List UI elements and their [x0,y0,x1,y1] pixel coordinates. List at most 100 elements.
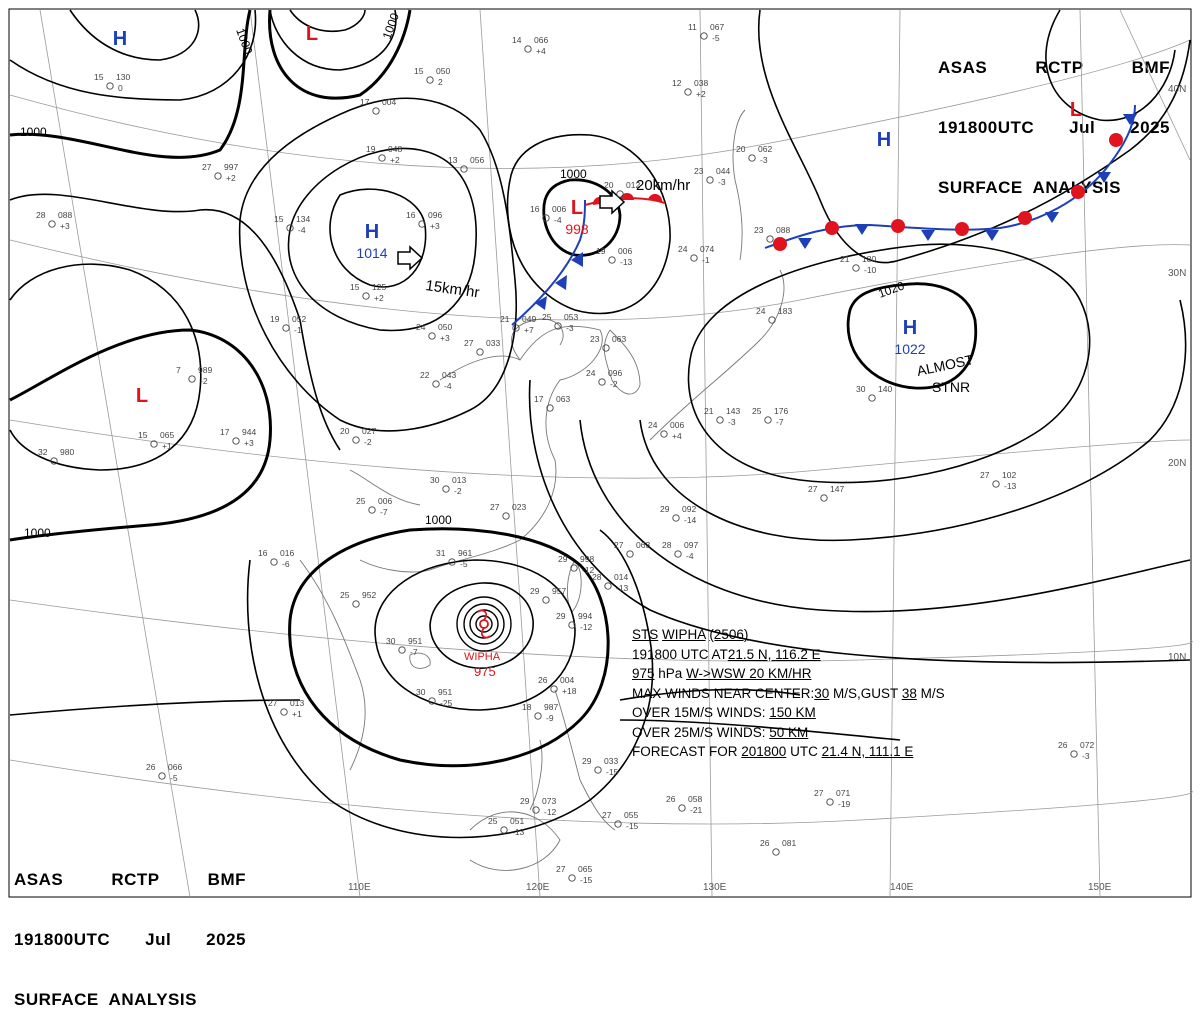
station-circle-icon [716,416,724,424]
station-plot: 29 957 [530,586,566,604]
station-temp: 12 [672,78,682,88]
station-temp: 20 [340,426,350,436]
station-pressure: 044 [716,166,730,176]
station-plot: 25 952 [340,590,376,608]
station-temp: 28 [36,210,46,220]
station-temp: 26 [146,762,156,772]
station-circle-icon [352,436,360,444]
station-temp: 24 [416,322,426,332]
storm-r15: 150 KM [769,705,816,720]
station-circle-icon [460,165,468,173]
station-temp: 17 [534,394,544,404]
isobar-pacific-4 [528,379,1191,664]
typhoon-icon-tail [477,609,491,639]
station-temp: 20 [736,144,746,154]
station-temp: 18 [522,702,532,712]
station-circle-icon [232,437,240,445]
station-tendency: +2 [226,173,236,183]
station-pressure: 004 [560,675,574,685]
station-temp: 29 [530,586,540,596]
station-circle-icon [542,214,550,222]
station-circle-icon [378,154,386,162]
station-plot: 30 951-7 [386,636,422,657]
station-plot: 19 048+2 [366,144,402,165]
station-pressure: 012 [626,180,640,190]
header-top-year: 2025 [1130,118,1170,137]
station-tendency: -12 [582,565,595,575]
station-pressure: 052 [292,314,306,324]
station-pressure: 088 [58,210,72,220]
pressure-center-letter: H [365,221,379,243]
typhoon-name: WIPHA [464,651,501,663]
station-pressure: 043 [442,370,456,380]
cold-front-barb [985,230,999,241]
station-plot: 19 052-1 [270,314,306,335]
station-circle-icon [992,480,1000,488]
station-circle-icon [442,485,450,493]
storm-lon: 116.2 E [775,646,821,662]
station-temp: 29 [520,796,530,806]
station-circle-icon [764,416,772,424]
station-temp: 19 [366,144,376,154]
motion-arrow-high [397,245,424,271]
station-tendency: -5 [712,33,720,43]
station-temp: 30 [416,687,426,697]
station-temp: 24 [586,368,596,378]
pressure-center-low: L [1070,99,1082,121]
isobar-label: 1000 [20,125,47,139]
pressure-center-high: H 1022 [894,317,925,357]
station-circle-icon [554,322,562,330]
station-pressure: 004 [382,97,396,107]
station-tendency: -1 [702,255,710,265]
cold-front-barb [1045,212,1059,223]
station-tendency: -12 [544,807,557,817]
parallel-20n [9,419,1191,479]
station-plot: 16 096+3 [406,210,442,231]
station-plot: 16 016-6 [258,548,294,569]
station-plot: 27 071-19 [814,788,851,809]
station-pressure: 049 [522,314,536,324]
station-temp: 23 [694,166,704,176]
station-tendency: -2 [364,437,372,447]
coast-china [359,325,603,573]
warm-front-bump [891,219,905,233]
station-plot: 27 055-15 [602,810,639,831]
station-temp: 29 [582,756,592,766]
isobar-west-2 [9,193,341,451]
station-temp: 15 [414,66,424,76]
station-pressure: 989 [198,365,212,375]
station-pressure: 066 [168,762,182,772]
station-tendency: -13 [512,827,525,837]
motion-label: 20km/hr [636,177,690,194]
station-temp: 23 [590,334,600,344]
parallel-10n [9,599,1193,662]
station-pressure: 063 [636,540,650,550]
stationary-front-line [764,104,1136,249]
longitude-label: 140E [890,882,914,893]
isobar-1000-l [268,9,412,100]
coastlines [299,109,785,871]
isobar-label: 1000 [380,11,402,41]
station-circle-icon [280,708,288,716]
storm-fcst-time: 201800 [741,744,787,759]
pressure-center-value: 998 [565,221,589,237]
station-tendency: -3 [760,155,768,165]
warm-front-bump [1109,133,1123,147]
coast-yellow-river [349,469,421,506]
station-pressure: 013 [290,698,304,708]
storm-id: (2506) [709,627,749,642]
pressure-center-low: L [306,23,318,45]
station-plot: 17 944+3 [220,427,256,448]
station-plot: 20 012 [604,180,640,198]
station-pressure: 006 [378,496,392,506]
station-pressure: 102 [1002,470,1016,480]
station-pressure: 014 [614,572,628,582]
station-tendency: +1 [162,441,172,451]
station-pressure: 062 [758,144,772,154]
station-pressure: 073 [542,796,556,806]
station-pressure: 944 [242,427,256,437]
station-circle-icon [426,76,434,84]
station-plot: 27 063 [614,540,650,558]
station-circle-icon [626,550,634,558]
station-temp: 23 [754,225,764,235]
